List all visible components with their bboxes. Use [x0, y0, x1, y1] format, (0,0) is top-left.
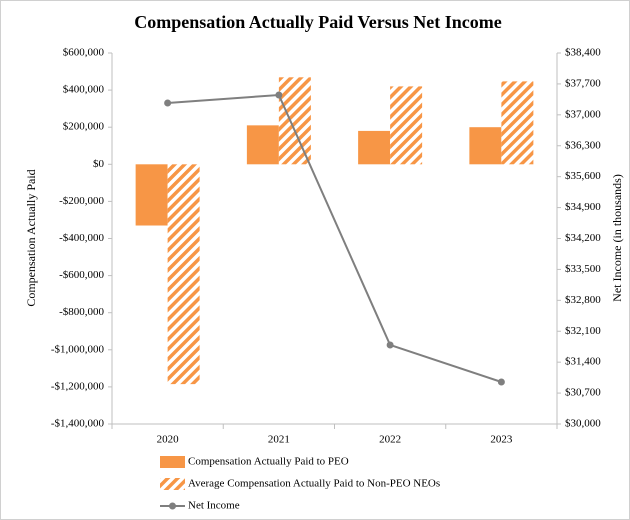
- y2-tick-label: $30,000: [565, 418, 601, 430]
- y-tick-label: -$800,000: [59, 306, 104, 318]
- legend-label: Average Compensation Actually Paid to No…: [188, 478, 440, 490]
- y-tick-label: -$1,400,000: [51, 418, 105, 430]
- y-tick-label: $200,000: [63, 121, 105, 133]
- y-tick-label: $400,000: [63, 84, 105, 96]
- line-marker: [275, 91, 283, 99]
- bar: [246, 125, 279, 165]
- legend-marker: [169, 502, 176, 510]
- y2-tick-label: $34,200: [565, 232, 601, 244]
- x-tick-label: 2020: [157, 434, 180, 446]
- chart-title: Compensation Actually Paid Versus Net In…: [134, 12, 502, 32]
- x-tick-label: 2022: [379, 434, 401, 446]
- bar: [390, 86, 423, 165]
- y2-tick-label: $30,700: [565, 387, 601, 399]
- x-tick-label: 2023: [490, 434, 513, 446]
- line-marker: [497, 378, 505, 386]
- y2-tick-label: $34,900: [565, 201, 601, 213]
- bar: [469, 127, 502, 165]
- y2-tick-label: $35,600: [565, 170, 601, 182]
- y2-tick-label: $33,500: [565, 263, 601, 275]
- y2-tick-label: $31,400: [565, 356, 601, 368]
- y-tick-label: -$200,000: [59, 195, 104, 207]
- legend-label: Compensation Actually Paid to PEO: [188, 456, 349, 468]
- y2-tick-label: $38,400: [565, 47, 601, 59]
- bar: [278, 77, 311, 165]
- legend-swatch: [160, 456, 185, 468]
- bar: [358, 130, 391, 165]
- y2-axis-title: Net Income (in thousands): [610, 174, 624, 302]
- line-marker: [164, 99, 172, 107]
- y-tick-label: $0: [93, 158, 105, 170]
- y2-tick-label: $37,000: [565, 108, 601, 120]
- x-tick-label: 2021: [268, 434, 290, 446]
- y2-tick-label: $32,100: [565, 325, 601, 337]
- legend-label: Net Income: [188, 500, 240, 512]
- legend-swatch: [160, 478, 185, 490]
- line-marker: [386, 341, 394, 349]
- y2-tick-label: $32,800: [565, 294, 601, 306]
- y-tick-label: -$600,000: [59, 269, 104, 281]
- bar: [167, 164, 200, 385]
- y2-tick-label: $37,700: [565, 77, 601, 89]
- y2-tick-label: $36,300: [565, 139, 601, 151]
- line: [167, 93, 502, 383]
- y-tick-label: $600,000: [63, 47, 105, 59]
- y-axis-title: Compensation Actually Paid: [24, 169, 38, 306]
- bar: [501, 81, 534, 165]
- y-tick-label: -$1,000,000: [51, 343, 105, 355]
- bar: [135, 164, 168, 226]
- y-tick-label: -$1,200,000: [51, 380, 105, 392]
- y-tick-label: -$400,000: [59, 232, 104, 244]
